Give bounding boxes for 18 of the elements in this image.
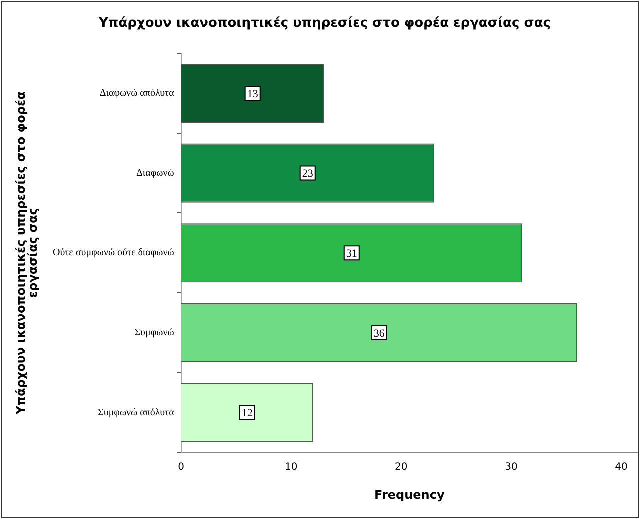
x-tick-label: 30	[505, 462, 518, 474]
chart-title: Υπάρχουν ικανοποιητικές υπηρεσίες στο φορέα εργασίας σας	[98, 16, 551, 32]
data-label: 31	[346, 248, 358, 260]
x-tick-label: 20	[395, 462, 408, 474]
y-tick-label: Διαφωνώ	[136, 168, 175, 179]
data-label: 12	[242, 408, 253, 420]
data-label: 13	[247, 88, 259, 100]
x-tick-label: 0	[178, 462, 185, 474]
y-tick-label: Συμφωνώ	[134, 328, 175, 339]
x-tick-label: 10	[284, 462, 298, 474]
y-tick-label: Ούτε συμφωνώ ούτε διαφωνώ	[52, 248, 175, 259]
y-tick-label: Διαφωνώ απόλυτα	[100, 88, 176, 100]
y-axis-title: Υπάρχουν ικανοποιητικές υπηρεσίες στο φορέα εργασίας σας	[14, 92, 40, 416]
x-axis-title: Frequency	[374, 488, 445, 502]
data-label: 36	[374, 328, 386, 340]
y-tick-label: Συμφωνώ απόλυτα	[98, 407, 176, 418]
x-tick-label: 40	[615, 462, 628, 474]
data-label: 23	[302, 168, 314, 180]
